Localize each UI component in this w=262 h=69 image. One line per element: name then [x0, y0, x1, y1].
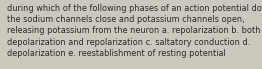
- Text: during which of the following phases of an action potential do
the sodium channe: during which of the following phases of …: [7, 4, 262, 58]
